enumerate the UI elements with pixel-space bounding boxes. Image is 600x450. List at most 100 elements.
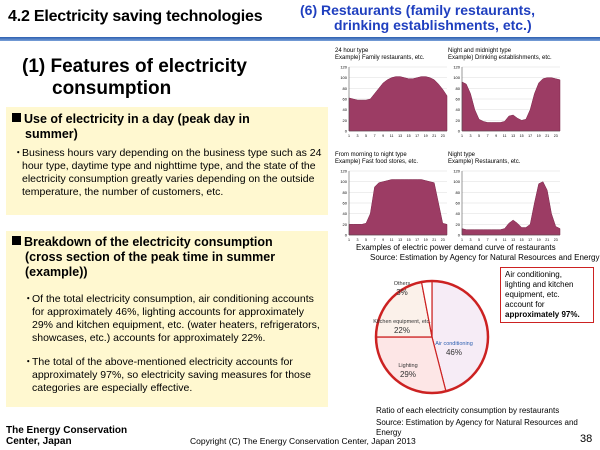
x-tick-label: 19 xyxy=(537,238,541,242)
x-tick-label: 13 xyxy=(398,238,402,242)
bullet-mark: ・ xyxy=(23,293,34,305)
chart-title-line1: Night and midnight type xyxy=(448,48,512,54)
pie-caption: Ratio of each electricity consumption by… xyxy=(376,406,600,438)
y-tick-label: 80 xyxy=(456,190,461,195)
x-tick-label: 23 xyxy=(554,238,558,242)
demand-area xyxy=(461,77,561,132)
pie-value-label: 29% xyxy=(400,370,416,379)
breakdown-text-2: The total of the above-mentioned electri… xyxy=(32,356,311,394)
consumption-pie-chart: Air conditioning 46% Lighting 29% Kitchen eq… xyxy=(370,262,500,402)
y-tick-label: 60 xyxy=(343,97,348,102)
chart-title-line2: Example) Fast food stores, etc. xyxy=(335,159,419,165)
demand-chart-24h: 24 hour type Example) Family restaurants… xyxy=(335,48,465,148)
y-tick-label: 20 xyxy=(456,118,461,123)
square-bullet-icon xyxy=(12,236,21,245)
demand-charts-caption: Examples of electric power demand curve … xyxy=(356,243,599,263)
y-tick-label: 120 xyxy=(340,169,347,174)
x-tick-label: 5 xyxy=(478,238,480,242)
x-tick-label: 11 xyxy=(503,238,507,242)
section-heading: (1) Features of electricity consumption xyxy=(22,56,247,100)
usage-per-day-heading: Use of electricity in a day (peak day in… xyxy=(12,112,250,142)
y-tick-label: 60 xyxy=(456,201,461,206)
demand-area xyxy=(461,181,561,236)
page-title: 4.2 Electricity saving technologies xyxy=(8,8,263,25)
page-subtitle-line2: drinking establishments, etc.) xyxy=(334,17,532,33)
x-tick-label: 7 xyxy=(374,238,376,242)
pie-label: Air conditioning xyxy=(435,341,473,347)
x-tick-label: 23 xyxy=(554,134,558,138)
y-tick-label: 80 xyxy=(343,86,348,91)
breakdown-heading-line3: (example)) xyxy=(25,265,88,279)
x-tick-label: 13 xyxy=(511,134,515,138)
y-tick-label: 120 xyxy=(453,169,460,174)
breakdown-text-1: Of the total electricity consumption, ai… xyxy=(32,293,320,344)
chart-title-line1: Night type xyxy=(448,152,476,158)
y-tick-label: 40 xyxy=(343,211,348,216)
pie-caption-text: Ratio of each electricity consumption by… xyxy=(376,406,560,415)
footer-copyright: Copyright (C) The Energy Conservation Ce… xyxy=(190,436,416,446)
x-tick-label: 23 xyxy=(441,238,445,242)
x-tick-label: 15 xyxy=(520,134,524,138)
x-tick-label: 17 xyxy=(528,134,532,138)
x-tick-label: 7 xyxy=(487,238,489,242)
callout-bold-text: approximately 97%. xyxy=(505,310,580,319)
demand-chart-morning-night-title: From morning to night type Example) Fast… xyxy=(335,152,418,166)
x-tick-label: 17 xyxy=(415,238,419,242)
y-tick-label: 40 xyxy=(456,107,461,112)
x-tick-label: 21 xyxy=(432,238,436,242)
usage-heading-line1: Use of electricity in a day (peak day in xyxy=(24,112,250,126)
y-tick-label: 40 xyxy=(343,107,348,112)
pie-label: Kitchen equipment, etc. xyxy=(373,319,431,325)
square-bullet-icon xyxy=(12,113,21,122)
y-tick-label: 100 xyxy=(340,75,347,80)
x-tick-label: 17 xyxy=(528,238,532,242)
y-tick-label: 100 xyxy=(453,75,460,80)
pie-label: Lighting xyxy=(398,363,417,369)
x-tick-label: 11 xyxy=(390,238,394,242)
x-tick-label: 21 xyxy=(432,134,436,138)
demand-chart-night-title: Night and midnight type Example) Drinkin… xyxy=(448,48,552,62)
chart-title-line2: Example) Drinking establishments, etc. xyxy=(448,55,552,61)
y-tick-label: 40 xyxy=(456,211,461,216)
y-tick-label: 80 xyxy=(343,190,348,195)
y-tick-label: 0 xyxy=(458,233,461,238)
x-tick-label: 23 xyxy=(441,134,445,138)
chart-title-line2: Example) Family restaurants, etc. xyxy=(335,55,425,61)
x-tick-label: 15 xyxy=(407,134,411,138)
y-tick-label: 60 xyxy=(456,97,461,102)
demand-chart-night: Night and midnight type Example) Drinkin… xyxy=(448,48,578,148)
y-tick-label: 100 xyxy=(453,179,460,184)
pie-value-label: 22% xyxy=(394,326,410,335)
x-tick-label: 5 xyxy=(365,134,367,138)
demand-area xyxy=(348,179,448,236)
x-tick-label: 15 xyxy=(520,238,524,242)
x-tick-label: 5 xyxy=(478,134,480,138)
demand-chart-night-type: Night type Example) Restaurants, etc. 0 2… xyxy=(448,152,578,252)
pie-value-label: 46% xyxy=(446,348,462,357)
x-tick-label: 11 xyxy=(390,134,394,138)
x-tick-label: 19 xyxy=(424,134,428,138)
usage-text: Business hours vary depending on the bus… xyxy=(22,147,322,198)
y-tick-label: 0 xyxy=(458,129,461,134)
page-number: 38 xyxy=(580,433,593,445)
y-tick-label: 60 xyxy=(343,201,348,206)
x-tick-label: 7 xyxy=(374,134,376,138)
demand-caption-text: Examples of electric power demand curve … xyxy=(356,243,556,252)
demand-source-text: Source: Estimation by Agency for Natural… xyxy=(370,253,600,262)
breakdown-box: Breakdown of the electricity consumption… xyxy=(6,231,328,407)
y-tick-label: 20 xyxy=(343,222,348,227)
breakdown-bullet-1: ・ Of the total electricity consumption, … xyxy=(23,293,324,345)
callout-text: Air conditioning, lighting and kitchen e… xyxy=(505,270,574,309)
x-tick-label: 9 xyxy=(495,134,497,138)
header-divider xyxy=(0,37,600,41)
page-subtitle-line1: (6) Restaurants (family restaurants, xyxy=(300,2,535,18)
section-heading-line2: consumption xyxy=(52,78,172,99)
chart-title-line2: Example) Restaurants, etc. xyxy=(448,159,521,165)
x-tick-label: 1 xyxy=(461,134,463,138)
page-subtitle: (6) Restaurants (family restaurants, dri… xyxy=(300,3,600,33)
x-tick-label: 5 xyxy=(365,238,367,242)
demand-area xyxy=(348,76,448,132)
chart-title-line1: From morning to night type xyxy=(335,152,407,158)
